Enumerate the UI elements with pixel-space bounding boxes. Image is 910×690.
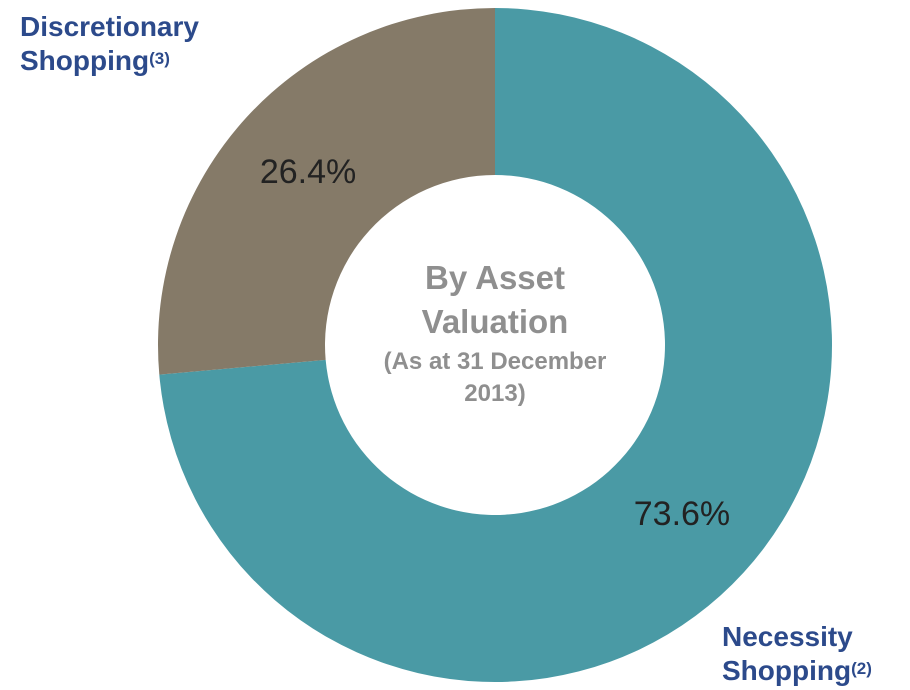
slice (159, 8, 832, 683)
category-label: Necessity Shopping(2) (722, 620, 902, 688)
value-label: 26.4% (260, 153, 356, 191)
footnote: (2) (851, 659, 872, 678)
slice (158, 8, 495, 375)
category-label: Discretionary Shopping(3) (20, 10, 230, 78)
category-name: Necessity Shopping (722, 621, 853, 686)
center-title: By Asset Valuation (421, 259, 569, 340)
value-label: 73.6% (634, 495, 730, 533)
center-subtitle: (As at 31 December 2013) (383, 348, 607, 407)
footnote: (3) (149, 49, 170, 68)
category-name: Discretionary Shopping (20, 11, 199, 76)
